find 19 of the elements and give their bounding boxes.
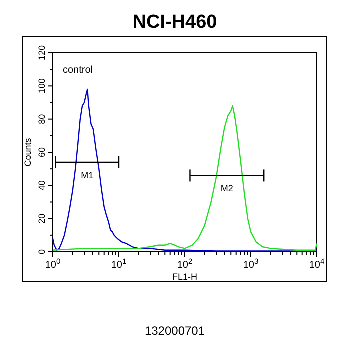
series-label: M1 — [81, 170, 94, 180]
y-tick-label: 60 — [37, 147, 47, 158]
x-axis-title: FL1-H — [172, 272, 198, 282]
x-tick-label: 10$^{0}$ — [45, 256, 61, 271]
series-label: M2 — [220, 184, 234, 194]
annotation: control — [63, 65, 94, 76]
x-tick-label: 10$^{2}$ — [177, 256, 193, 271]
y-tick-label: 100 — [37, 78, 47, 94]
y-tick-label: 0 — [37, 249, 47, 255]
text: 132000701 — [144, 324, 206, 338]
x-tick-label: 10$^{1}$ — [111, 256, 127, 271]
y-tick-label: 20 — [37, 214, 47, 224]
chart-title: NCI-H460 — [132, 12, 218, 33]
x-tick-label: 10$^{3}$ — [243, 256, 259, 271]
x-tick-label: 10$^{4}$ — [309, 256, 325, 271]
y-tick-label: 120 — [37, 45, 47, 61]
y-axis-title: Counts — [23, 138, 33, 167]
y-tick-label: 40 — [37, 180, 47, 191]
y-tick-label: 80 — [37, 114, 47, 124]
